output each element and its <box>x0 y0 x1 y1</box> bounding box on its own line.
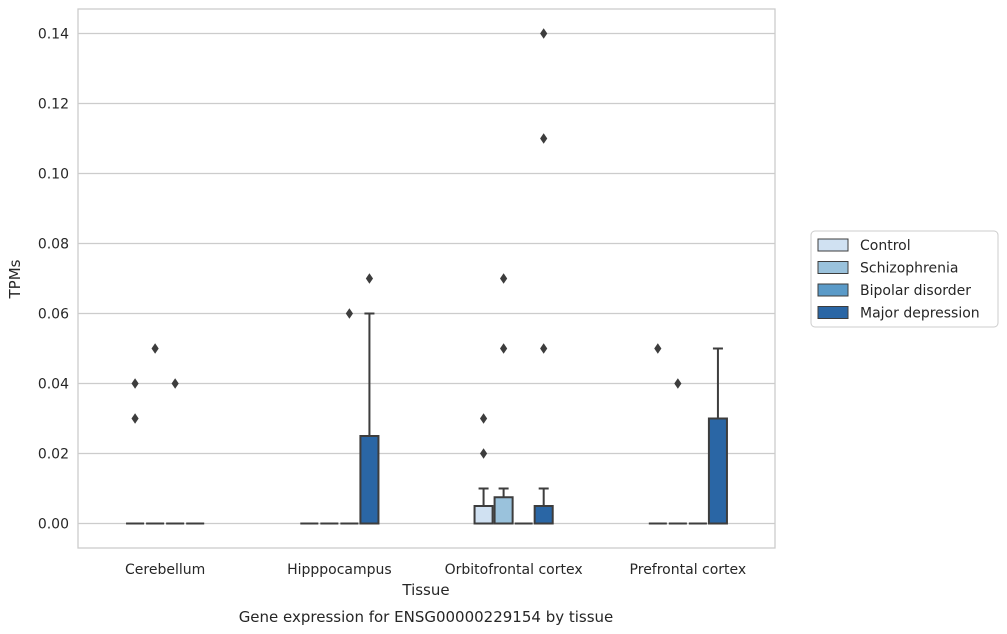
y-axis-ticks: 0.00 0.02 0.04 0.06 0.08 0.10 0.12 0.14 <box>38 27 69 533</box>
legend-swatch <box>817 261 849 274</box>
box-series <box>126 28 728 525</box>
box-bipolar-disorder <box>340 308 359 525</box>
box-body <box>707 417 728 525</box>
chart-title: Gene expression for ENSG00000229154 by t… <box>239 608 614 626</box>
legend-label: Major depression <box>860 306 980 322</box>
box-schizophrenia <box>146 343 165 525</box>
outlier-point <box>131 413 139 424</box>
outlier-point <box>674 378 682 389</box>
box-control <box>648 343 667 525</box>
y-tick-label: 0.10 <box>38 167 69 183</box>
legend-label: Bipolar disorder <box>860 283 971 299</box>
outlier-point <box>500 273 508 284</box>
outlier-point <box>654 343 662 354</box>
box-schizophrenia <box>668 378 687 525</box>
box-major-depression <box>533 28 554 525</box>
y-axis-title: TPMs <box>6 259 24 299</box>
box-major-depression <box>359 273 380 525</box>
box-body <box>533 505 554 525</box>
x-tick-label: Orbitofrontal cortex <box>445 562 583 578</box>
legend-frame <box>810 230 999 328</box>
x-tick-label: Hipppocampus <box>287 562 392 578</box>
y-tick-label: 0.02 <box>38 447 69 463</box>
box-body <box>473 505 494 525</box>
box-bipolar-disorder <box>166 378 185 525</box>
outlier-point <box>540 343 548 354</box>
outlier-point <box>131 378 139 389</box>
x-tick-label: Prefrontal cortex <box>630 562 747 578</box>
legend-swatch <box>817 306 849 319</box>
x-axis-ticks: Cerebellum Hipppocampus Orbitofrontal cort… <box>125 562 746 578</box>
legend-label: Schizophrenia <box>860 261 958 277</box>
outlier-point <box>479 413 488 424</box>
outlier-point <box>479 448 488 459</box>
legend: Control Schizophrenia Bipolar disorder Majo… <box>810 230 999 328</box>
y-tick-label: 0.04 <box>38 377 69 393</box>
plot-area-frame <box>77 8 776 549</box>
box-body <box>493 496 514 525</box>
outlier-point <box>500 343 508 354</box>
y-tick-label: 0.14 <box>38 27 69 43</box>
outlier-point <box>171 378 179 389</box>
box-major-depression <box>707 347 728 525</box>
y-tick-label: 0.08 <box>38 237 69 253</box>
outlier-point <box>540 28 548 39</box>
grid-lines <box>78 32 775 525</box>
y-tick-label: 0.12 <box>38 97 69 113</box>
box-control <box>126 378 145 525</box>
x-axis-title: Tissue <box>401 581 449 599</box>
x-tick-label: Cerebellum <box>125 562 205 578</box>
box-schizophrenia <box>493 273 514 525</box>
box-body <box>359 435 380 525</box>
outlier-point <box>151 343 159 354</box>
box-control <box>473 413 494 525</box>
y-tick-label: 0.00 <box>38 517 69 533</box>
legend-label: Control <box>860 238 911 254</box>
outlier-point <box>345 308 353 319</box>
outlier-point <box>365 273 374 284</box>
legend-swatch <box>817 238 849 252</box>
outlier-point <box>540 133 548 144</box>
y-tick-label: 0.06 <box>38 307 69 323</box>
legend-swatch <box>817 283 849 297</box>
